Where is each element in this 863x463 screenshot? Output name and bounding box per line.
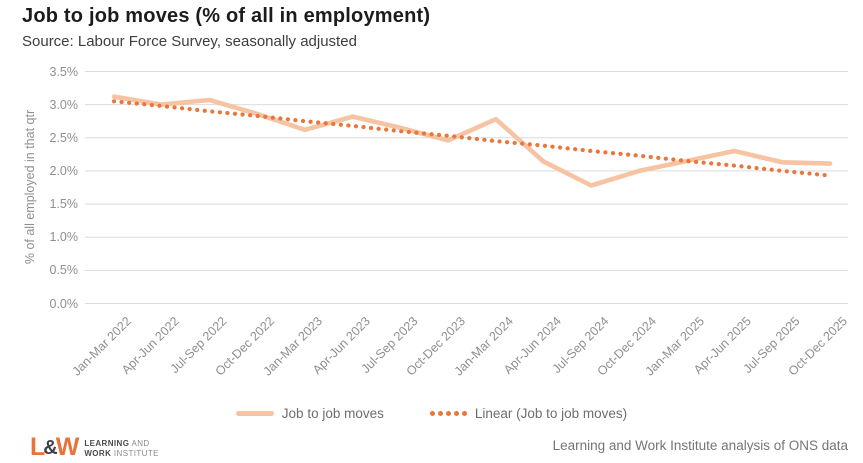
solid-line-swatch-icon — [235, 411, 274, 416]
legend-label: Linear (Job to job moves) — [474, 406, 628, 421]
y-tick-label: 1.5% — [49, 197, 79, 212]
y-tick-label: 0.0% — [49, 296, 79, 311]
legend-item-linear-trend: Linear (Job to job moves) — [429, 406, 628, 421]
y-tick-label: 2.5% — [49, 130, 79, 145]
y-tick-label: 3.0% — [49, 97, 79, 112]
logo-wordmark: LEARNING AND WORK INSTITUTE — [84, 439, 159, 458]
chart-legend: Job to job moves Linear (Job to job move… — [0, 406, 863, 421]
y-tick-label: 3.5% — [49, 64, 79, 79]
learning-and-work-institute-logo: L&W LEARNING AND WORK INSTITUTE — [30, 435, 159, 462]
y-tick-label: 1.0% — [49, 230, 79, 245]
dotted-line-swatch-icon — [429, 411, 467, 416]
chart-subtitle: Source: Labour Force Survey, seasonally … — [22, 33, 357, 50]
y-tick-label: 2.0% — [49, 163, 79, 178]
legend-item-job-to-job-moves: Job to job moves — [235, 406, 384, 421]
legend-label: Job to job moves — [281, 406, 384, 421]
y-tick-label: 0.5% — [49, 263, 79, 278]
y-axis-title: % of all employed in that qtr — [23, 109, 37, 265]
attribution-text: Learning and Work Institute analysis of … — [552, 438, 848, 453]
lw-logo-mark-icon: L&W — [30, 433, 79, 461]
page-title: Job to job moves (% of all in employment… — [22, 5, 431, 27]
